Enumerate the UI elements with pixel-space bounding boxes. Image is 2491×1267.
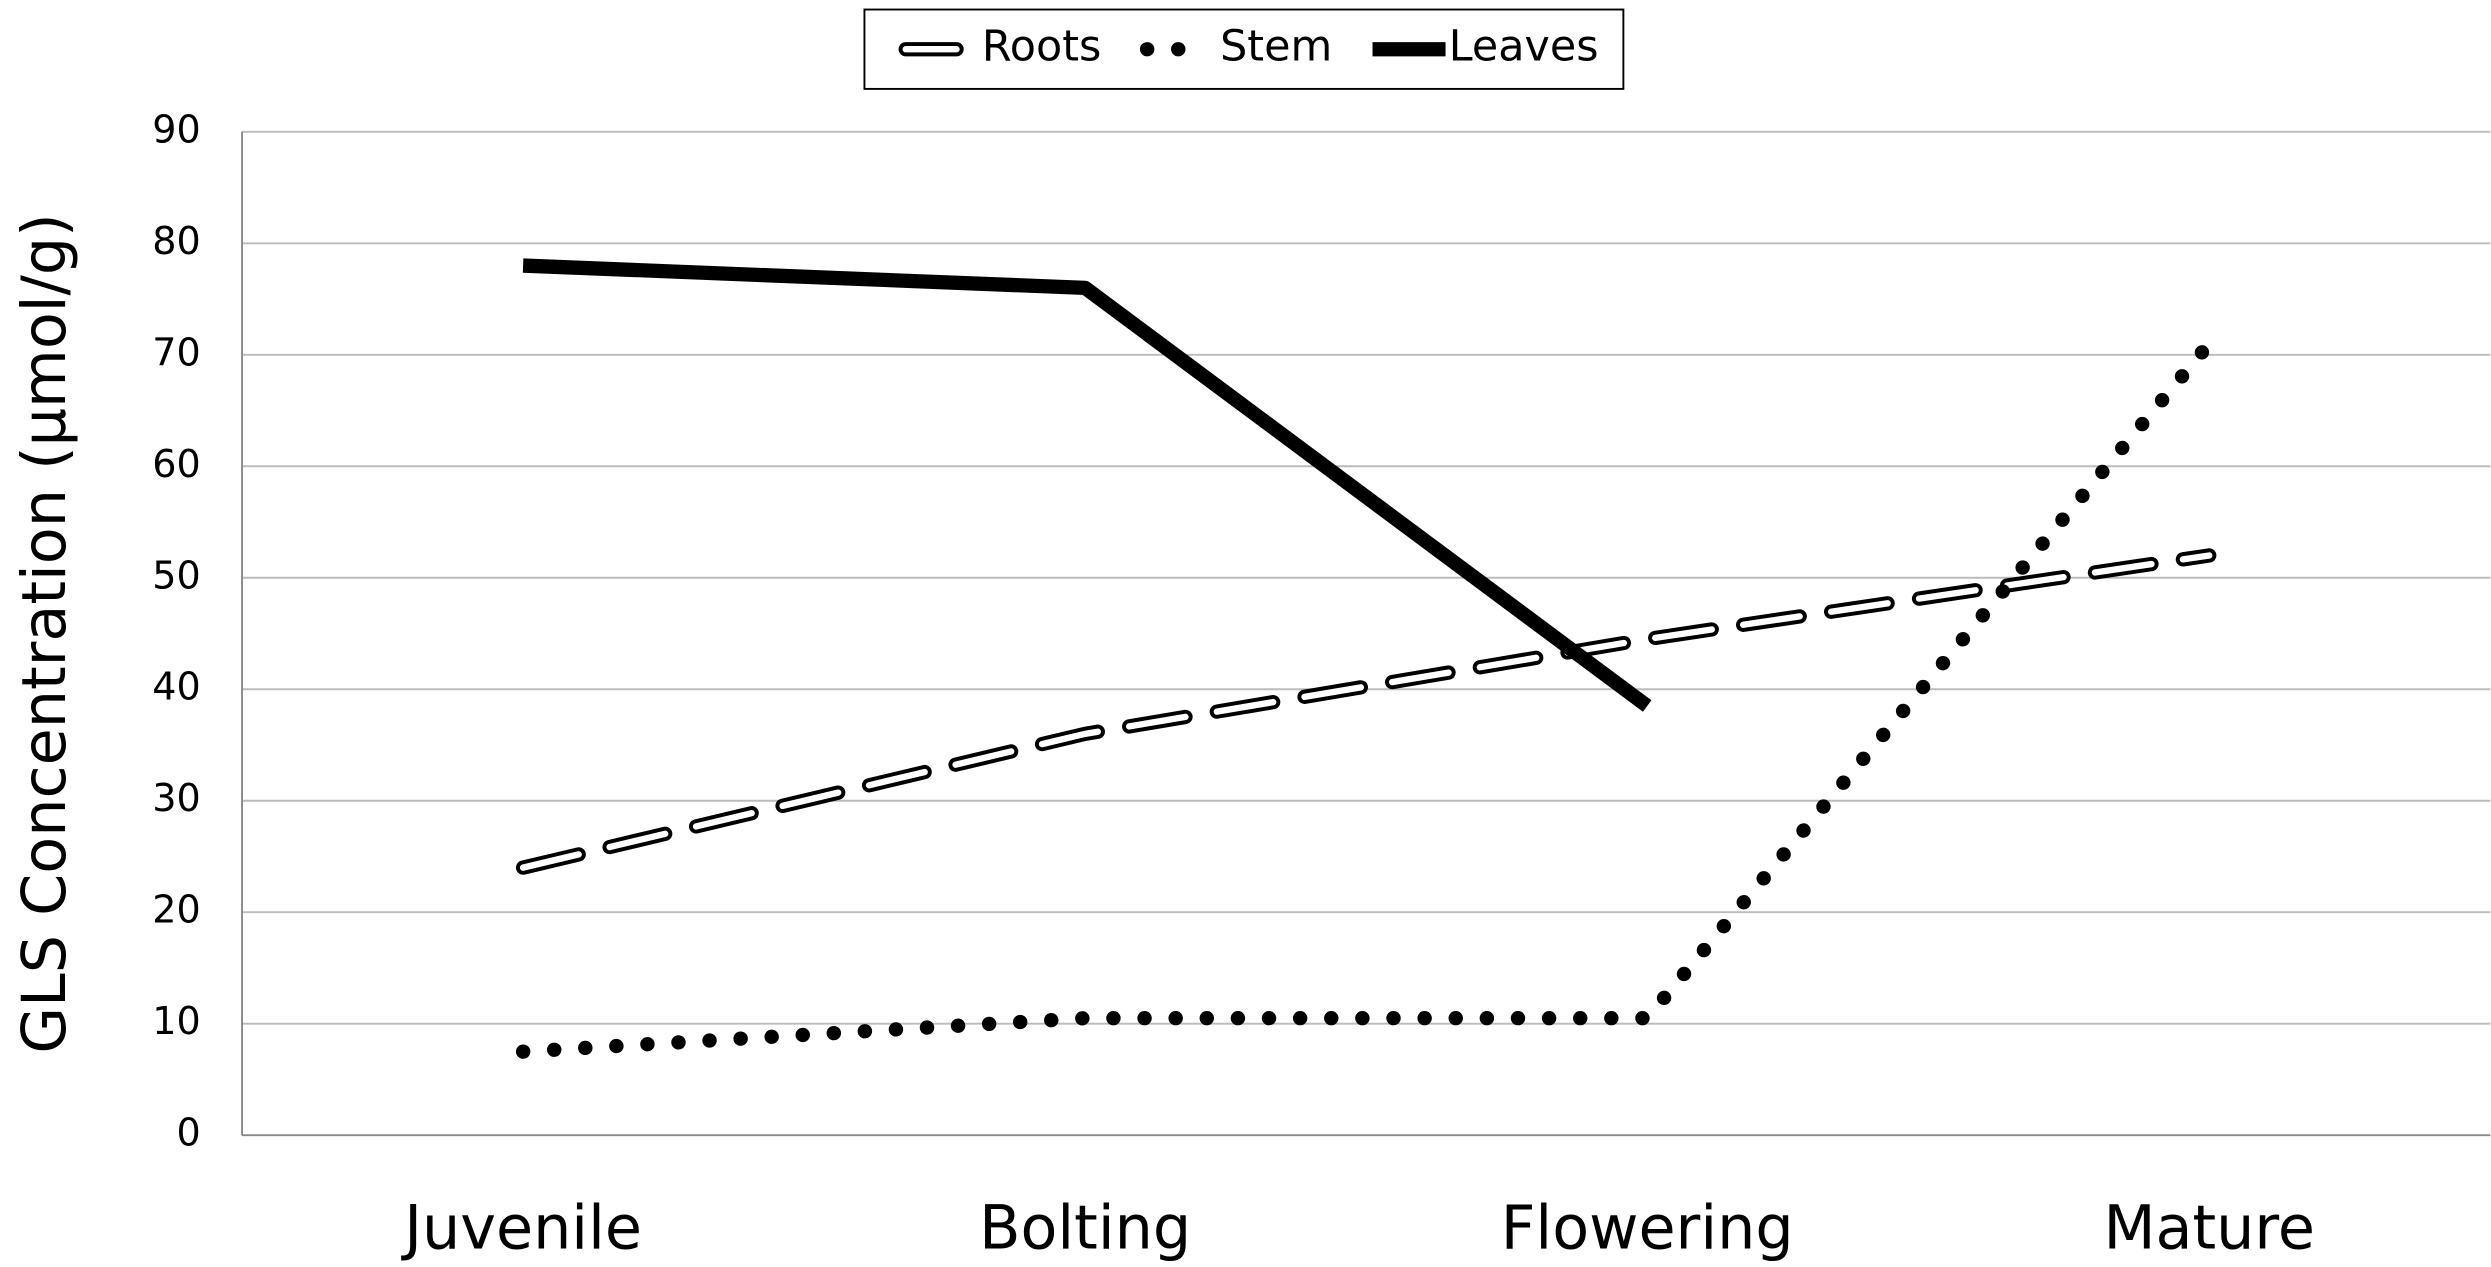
legend-label: Roots: [982, 22, 1101, 72]
series-line: [515, 548, 2217, 875]
y-axis-label: GLS Concentration (µmol/g): [10, 213, 80, 1053]
y-tick-label: 70: [152, 330, 200, 374]
x-tick-label: Bolting: [979, 1194, 1191, 1264]
legend-label: Stem: [1220, 22, 1332, 72]
y-tick-label: 10: [152, 999, 200, 1043]
y-tick-label: 30: [152, 776, 200, 820]
y-tick-label: 20: [152, 888, 200, 932]
y-tick-label: 80: [152, 219, 200, 263]
y-tick-label: 50: [152, 553, 200, 597]
series-line: [515, 336, 2217, 1059]
y-tick-label: 40: [152, 665, 200, 709]
y-tick-label: 90: [152, 107, 200, 151]
x-tick-label: Flowering: [1501, 1194, 1794, 1264]
legend-box: [863, 8, 1625, 90]
y-tick-label: 60: [152, 442, 200, 486]
x-tick-label: Juvenile: [400, 1194, 642, 1264]
series-line-inner: [519, 552, 2213, 871]
legend-label: Leaves: [1449, 22, 1599, 72]
x-tick-label: Mature: [2103, 1194, 2315, 1264]
series-line: [522, 258, 1652, 712]
y-tick-label: 0: [177, 1111, 201, 1155]
